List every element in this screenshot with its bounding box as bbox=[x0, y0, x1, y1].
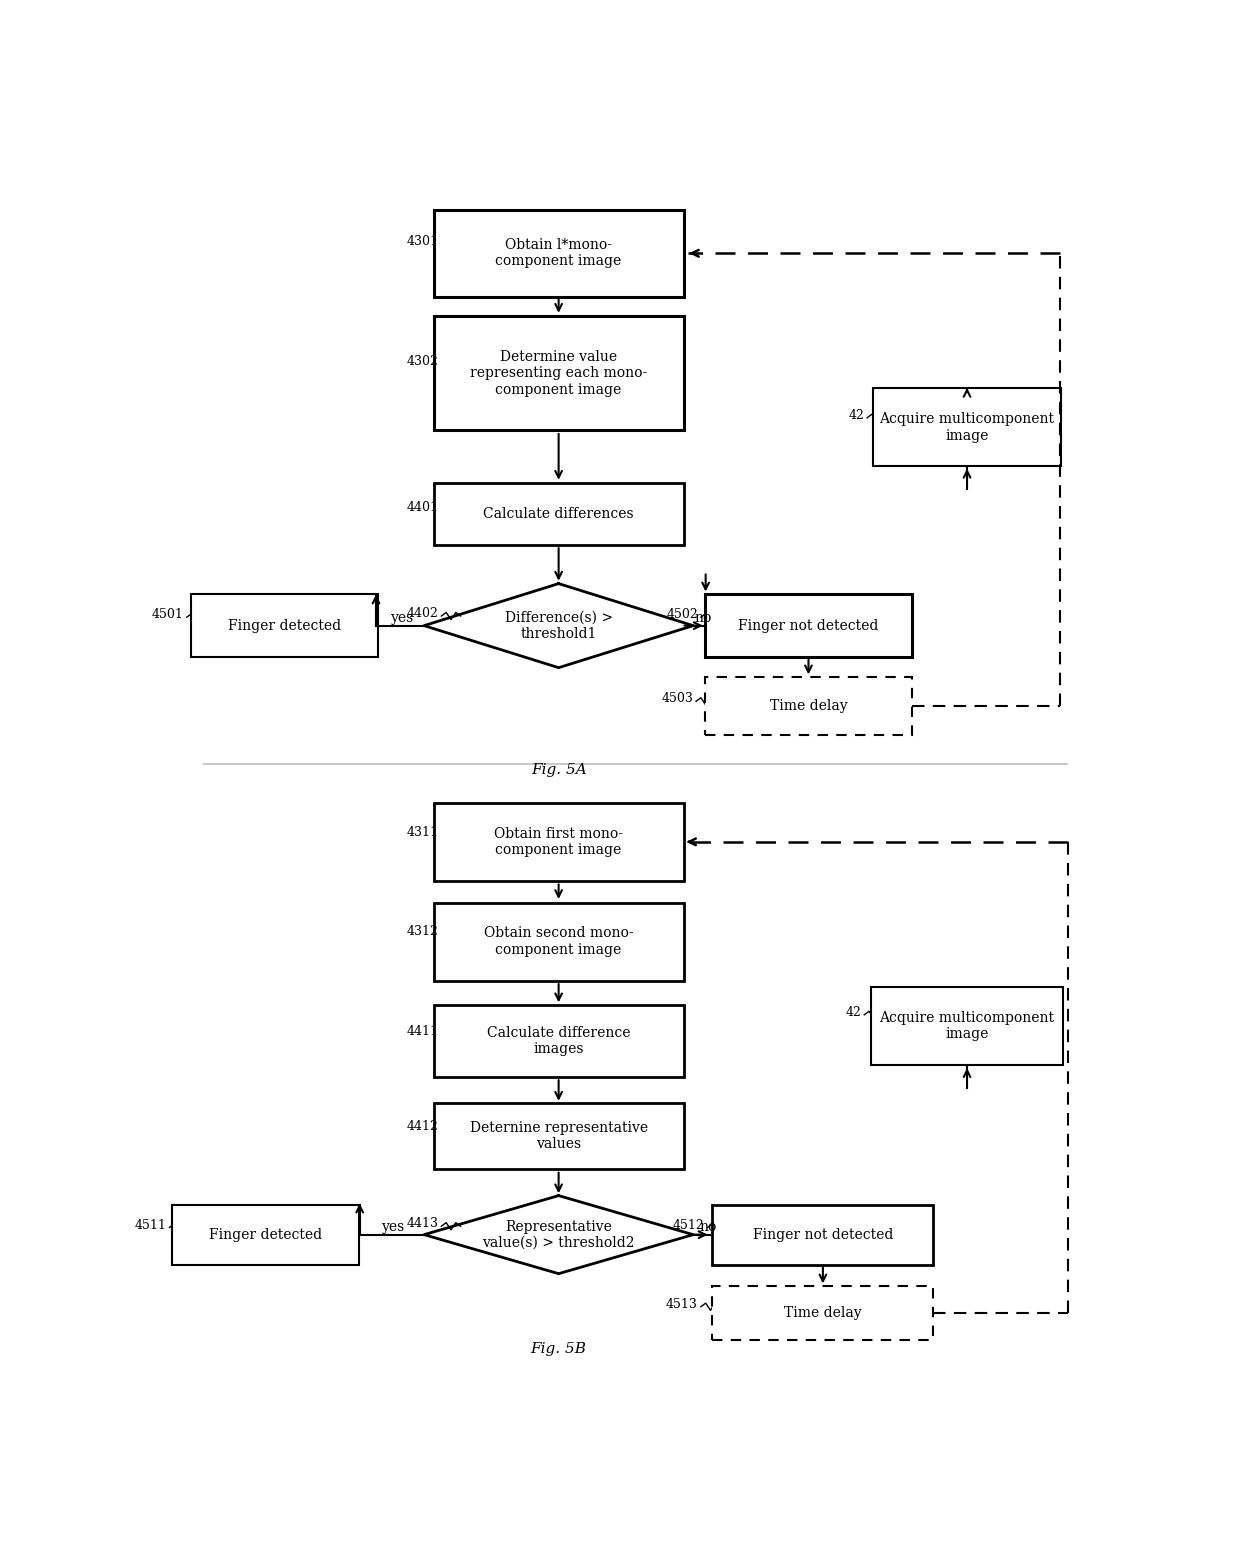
Bar bbox=[870, 986, 1063, 1064]
Polygon shape bbox=[424, 583, 693, 668]
Bar bbox=[434, 317, 683, 431]
Polygon shape bbox=[424, 1195, 693, 1273]
Text: Finger not detected: Finger not detected bbox=[738, 619, 879, 633]
Bar bbox=[191, 594, 378, 657]
Text: 4512: 4512 bbox=[673, 1218, 704, 1231]
Text: Acquire multicomponent
image: Acquire multicomponent image bbox=[879, 412, 1054, 443]
Text: 4503: 4503 bbox=[661, 693, 693, 705]
Text: 4301: 4301 bbox=[407, 234, 439, 248]
Text: yes: yes bbox=[392, 612, 414, 626]
Text: Fig. 5A: Fig. 5A bbox=[531, 763, 587, 777]
Text: 4501: 4501 bbox=[153, 608, 184, 621]
Bar bbox=[434, 803, 683, 881]
Text: no: no bbox=[694, 612, 712, 626]
Text: Deternine representative
values: Deternine representative values bbox=[470, 1122, 647, 1151]
Text: 4311: 4311 bbox=[407, 825, 439, 839]
Text: Time delay: Time delay bbox=[784, 1306, 862, 1320]
Text: yes: yes bbox=[382, 1220, 405, 1234]
Bar bbox=[434, 482, 683, 544]
Text: Time delay: Time delay bbox=[770, 699, 847, 713]
Bar bbox=[873, 388, 1060, 466]
Text: Finger detected: Finger detected bbox=[210, 1228, 322, 1242]
Text: Obtain second mono-
component image: Obtain second mono- component image bbox=[484, 927, 634, 956]
Text: Finger detected: Finger detected bbox=[228, 619, 341, 633]
Text: 4502: 4502 bbox=[666, 608, 698, 621]
Text: 4412: 4412 bbox=[407, 1120, 439, 1133]
Text: Calculate differences: Calculate differences bbox=[484, 507, 634, 521]
Text: 4413: 4413 bbox=[407, 1217, 439, 1231]
Bar bbox=[706, 677, 911, 735]
Text: no: no bbox=[699, 1220, 717, 1234]
Text: Fig. 5B: Fig. 5B bbox=[531, 1342, 587, 1356]
Text: Acquire multicomponent
image: Acquire multicomponent image bbox=[879, 1011, 1054, 1041]
Text: Representative
value(s) > threshold2: Representative value(s) > threshold2 bbox=[482, 1220, 635, 1250]
Bar bbox=[712, 1285, 934, 1340]
Text: 4402: 4402 bbox=[407, 607, 439, 621]
Text: 4411: 4411 bbox=[407, 1025, 439, 1037]
Bar bbox=[434, 1103, 683, 1168]
Text: Determine value
representing each mono-
component image: Determine value representing each mono- … bbox=[470, 349, 647, 396]
Bar bbox=[434, 903, 683, 981]
Bar bbox=[712, 1204, 934, 1265]
Text: Obtain first mono-
component image: Obtain first mono- component image bbox=[494, 827, 624, 856]
Bar bbox=[434, 1005, 683, 1078]
Text: 4401: 4401 bbox=[407, 501, 439, 515]
Text: Difference(s) >
threshold1: Difference(s) > threshold1 bbox=[505, 610, 613, 641]
Bar bbox=[706, 594, 911, 657]
Text: 42: 42 bbox=[846, 1006, 862, 1019]
Text: 4312: 4312 bbox=[407, 925, 439, 939]
Text: 42: 42 bbox=[848, 409, 864, 421]
Bar bbox=[172, 1204, 360, 1265]
Text: 4513: 4513 bbox=[666, 1298, 698, 1310]
Text: 4511: 4511 bbox=[135, 1218, 166, 1231]
Bar bbox=[434, 211, 683, 296]
Text: Obtain l*mono-
component image: Obtain l*mono- component image bbox=[496, 239, 621, 268]
Text: 4302: 4302 bbox=[407, 354, 439, 368]
Text: Finger not detected: Finger not detected bbox=[753, 1228, 893, 1242]
Text: Calculate difference
images: Calculate difference images bbox=[487, 1026, 630, 1056]
